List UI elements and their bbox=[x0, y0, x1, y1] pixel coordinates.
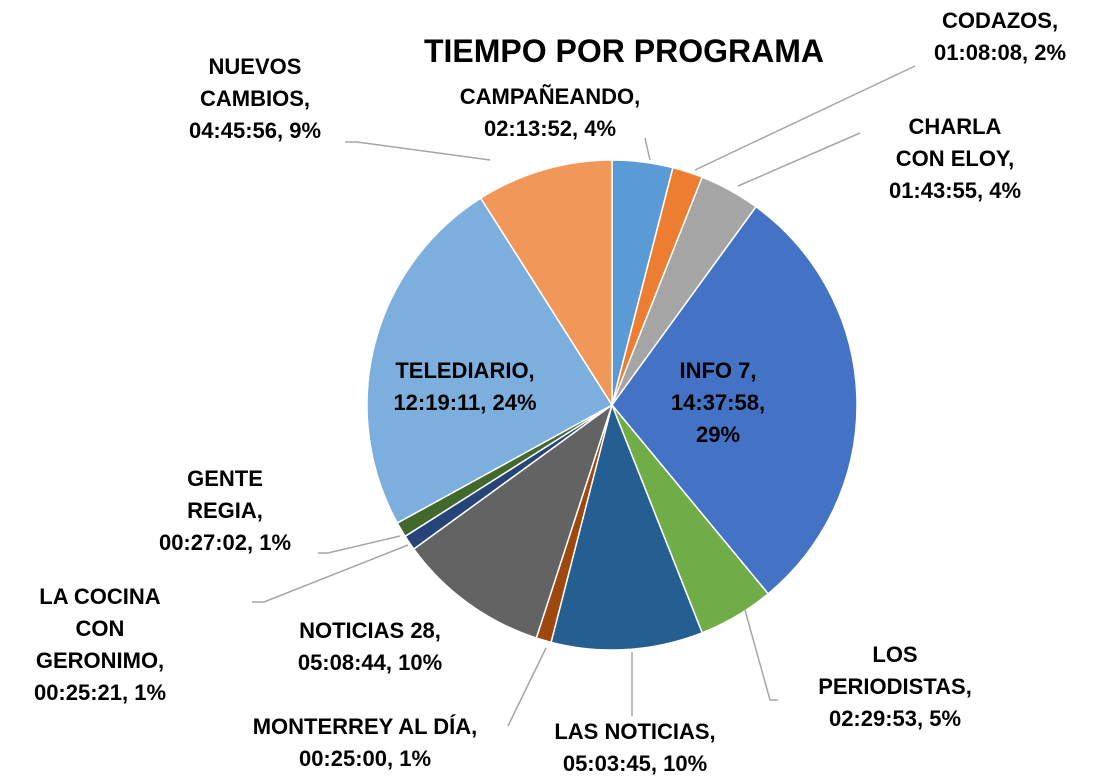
data-label: LOS PERIODISTAS, 02:29:53, 5% bbox=[818, 642, 972, 731]
label-line: TELEDIARIO, bbox=[395, 358, 534, 383]
label-line: PERIODISTAS, bbox=[818, 674, 972, 699]
data-label: NOTICIAS 28, 05:08:44, 10% bbox=[298, 618, 442, 675]
leader-line bbox=[644, 137, 651, 161]
pie-slice bbox=[366, 197, 614, 525]
data-label: TELEDIARIO, 12:19:11, 24% bbox=[393, 358, 536, 415]
label-line: CON ELOY, bbox=[896, 146, 1015, 171]
label-line: CAMPAÑEANDO, bbox=[460, 84, 640, 109]
label-line: CHARLA bbox=[909, 114, 1002, 139]
pie-slice bbox=[611, 205, 858, 595]
pie-slice bbox=[550, 402, 704, 651]
label-line: 02:29:53, 5% bbox=[829, 706, 961, 731]
label-line: LOS bbox=[872, 642, 917, 667]
data-label: GENTE REGIA, 00:27:02, 1% bbox=[159, 466, 291, 555]
pie-slice bbox=[412, 403, 614, 639]
label-line: MONTERREY AL DÍA, bbox=[253, 714, 478, 739]
data-label: LA COCINA CON GERONIMO, 00:25:21, 1% bbox=[34, 584, 166, 705]
data-label: CODAZOS, 01:08:08, 2% bbox=[934, 8, 1066, 65]
label-line: CODAZOS, bbox=[942, 8, 1058, 33]
leader-line bbox=[737, 132, 861, 187]
data-label: CAMPAÑEANDO, 02:13:52, 4% bbox=[460, 84, 640, 141]
label-line: GERONIMO, bbox=[36, 648, 164, 673]
data-label: MONTERREY AL DÍA, 00:25:00, 1% bbox=[253, 714, 478, 771]
label-line: 01:43:55, 4% bbox=[889, 178, 1021, 203]
label-line: 04:45:56, 9% bbox=[189, 118, 321, 143]
label-line: LAS NOTICIAS, bbox=[554, 719, 715, 744]
label-line: GENTE bbox=[187, 466, 263, 491]
label-line: 05:03:45, 10% bbox=[563, 751, 707, 776]
leader-line bbox=[318, 535, 401, 554]
label-line: 29% bbox=[696, 422, 740, 447]
data-label: NUEVOS CAMBIOS, 04:45:56, 9% bbox=[189, 54, 321, 143]
label-line: INFO 7, bbox=[679, 358, 756, 383]
label-line: 14:37:58, bbox=[671, 390, 765, 415]
data-label: INFO 7, 14:37:58, 29% bbox=[671, 358, 765, 447]
label-line: NOTICIAS 28, bbox=[299, 618, 441, 643]
leader-line bbox=[252, 544, 409, 603]
label-line: 01:08:08, 2% bbox=[934, 40, 1066, 65]
label-line: 12:19:11, 24% bbox=[393, 390, 536, 415]
label-line: 05:08:44, 10% bbox=[298, 650, 442, 675]
label-line: 00:27:02, 1% bbox=[159, 530, 291, 555]
label-line: LA COCINA bbox=[39, 584, 161, 609]
label-line: 00:25:00, 1% bbox=[299, 746, 431, 771]
label-line: CAMBIOS, bbox=[200, 86, 310, 111]
label-line: NUEVOS bbox=[209, 54, 302, 79]
pie-slice bbox=[479, 159, 613, 408]
label-line: 00:25:21, 1% bbox=[34, 680, 166, 705]
leader-line bbox=[345, 141, 491, 161]
label-line: CON bbox=[76, 616, 125, 641]
leader-line bbox=[744, 609, 778, 701]
chart-title: TIEMPO POR PROGRAMA bbox=[424, 33, 824, 69]
data-label: CHARLA CON ELOY, 01:43:55, 4% bbox=[889, 114, 1021, 203]
label-line: 02:13:52, 4% bbox=[484, 116, 616, 141]
leader-line bbox=[507, 647, 547, 727]
label-line: REGIA, bbox=[187, 498, 263, 523]
leader-line bbox=[694, 65, 916, 171]
data-label: LAS NOTICIAS, 05:03:45, 10% bbox=[554, 719, 715, 776]
